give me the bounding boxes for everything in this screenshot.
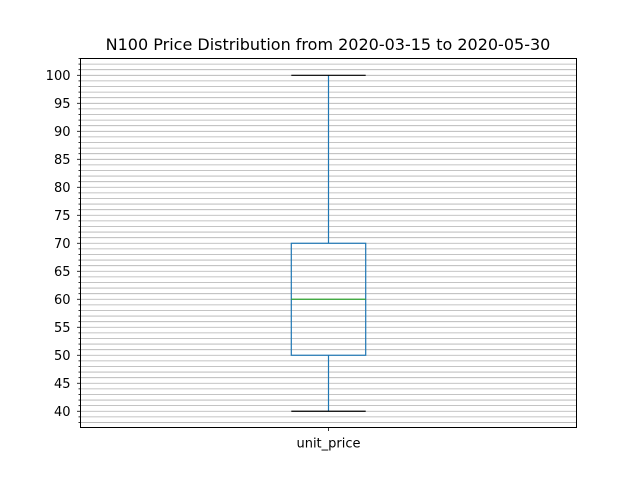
y-tick-label: 55 <box>54 321 71 336</box>
y-tick-label: 70 <box>54 237 71 252</box>
y-tick-label: 80 <box>54 181 71 196</box>
y-tick-label: 100 <box>46 69 71 84</box>
y-tick-label: 75 <box>54 209 71 224</box>
y-tick-label: 45 <box>54 377 71 392</box>
y-tick-label: 65 <box>54 265 71 280</box>
y-tick-label: 40 <box>54 405 71 420</box>
y-tick-label: 50 <box>54 349 71 364</box>
chart-title: N100 Price Distribution from 2020-03-15 … <box>106 35 551 54</box>
plot-frame <box>80 58 577 428</box>
y-tick-label: 60 <box>54 293 71 308</box>
x-axis: unit_price <box>296 427 361 452</box>
box-plot <box>290 74 367 412</box>
y-tick-label: 85 <box>54 153 71 168</box>
x-category-label: unit_price <box>296 437 360 452</box>
y-tick-label: 95 <box>54 97 71 112</box>
y-tick-label: 90 <box>54 125 71 140</box>
y-axis: 40 45 50 55 60 65 70 75 80 85 90 95 100 <box>46 58 81 423</box>
